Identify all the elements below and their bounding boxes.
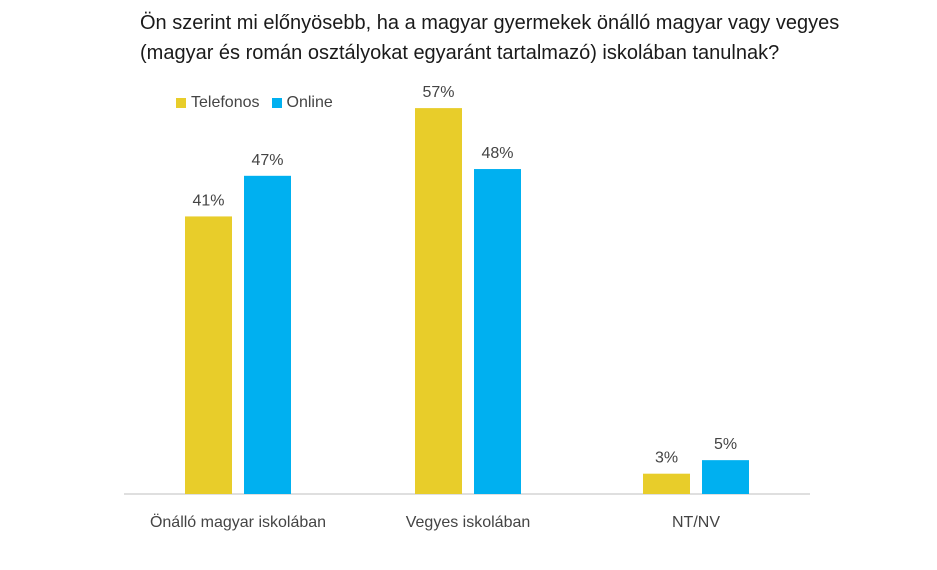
bar-online-0 (244, 175, 291, 494)
x-tick-label-0: Önálló magyar iskolában (150, 513, 326, 531)
chart-title-line-2: (magyar és román osztályokat egyaránt ta… (140, 42, 780, 64)
legend-swatch-telefonos (176, 98, 186, 108)
legend-label-telefonos: Telefonos (191, 94, 260, 111)
bar-telefonos-2 (643, 473, 690, 494)
x-tick-label-1: Vegyes iskolában (406, 514, 531, 531)
data-label-online-1: 48% (481, 145, 513, 162)
x-tick-label-2: NT/NV (672, 514, 720, 531)
bar-online-2 (702, 460, 749, 494)
chart-legend: Telefonos Online (176, 94, 333, 112)
data-label-telefonos-2: 3% (655, 450, 678, 467)
chart-title-line-1: Ön szerint mi előnyösebb, ha a magyar gy… (140, 12, 840, 34)
bar-telefonos-0 (185, 216, 232, 494)
legend-item-telefonos: Telefonos (176, 94, 260, 112)
data-label-telefonos-0: 41% (192, 192, 224, 209)
legend-item-online: Online (271, 94, 333, 112)
legend-swatch-online (271, 98, 282, 108)
bar-online-1 (474, 169, 521, 495)
data-label-online-0: 47% (251, 152, 283, 169)
chart-title: Ön szerint mi előnyösebb, ha a magyar gy… (140, 8, 920, 68)
data-label-telefonos-1: 57% (422, 84, 454, 101)
legend-label-online: Online (286, 94, 333, 111)
data-label-online-2: 5% (714, 436, 737, 453)
bar-telefonos-1 (415, 108, 462, 495)
